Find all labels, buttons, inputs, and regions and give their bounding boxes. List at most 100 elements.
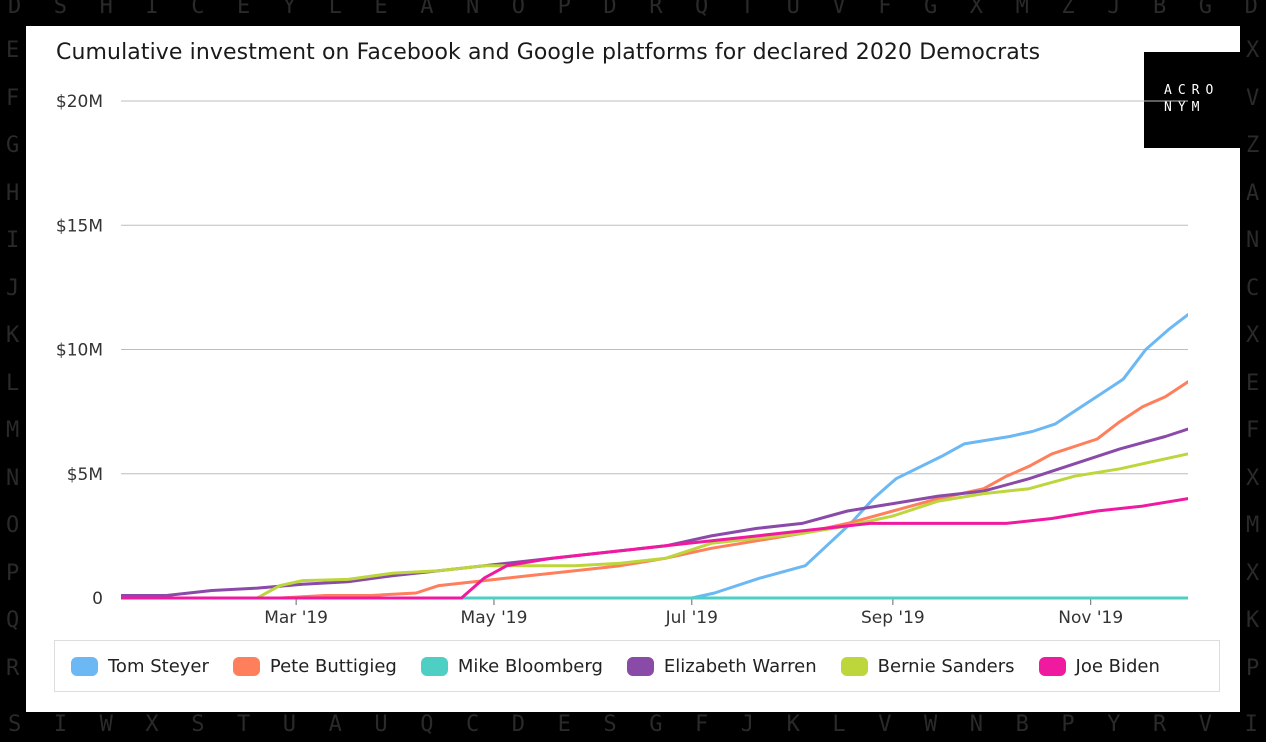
bg-letter-bottom-26: V xyxy=(1198,712,1213,737)
logo-line-2: NYM xyxy=(1164,100,1206,115)
bg-letter-top-4: C xyxy=(191,0,205,19)
bg-letter-right-3: A xyxy=(1246,180,1260,206)
bg-letter-top-6: Y xyxy=(282,0,297,19)
bg-letter-top-12: P xyxy=(557,0,571,19)
legend-label: Tom Steyer xyxy=(108,655,209,677)
bg-letter-top-22: M xyxy=(1015,0,1029,19)
series-line-tom-steyer xyxy=(121,312,1188,600)
bg-letter-top-2: H xyxy=(99,0,113,19)
bg-letter-right-12: K xyxy=(1246,608,1260,633)
bg-letter-top-0: D xyxy=(8,0,22,19)
y-tick-label-1: $5M xyxy=(67,465,103,485)
series-line-mike-bloomberg xyxy=(121,596,1188,600)
bg-letter-bottom-6: U xyxy=(282,712,297,737)
bg-letter-top-18: V xyxy=(832,0,846,19)
legend-swatch xyxy=(840,656,868,676)
legend-swatch xyxy=(232,656,260,676)
bg-letter-top-27: D xyxy=(1244,0,1258,19)
bg-letter-left-7: L xyxy=(6,370,20,396)
bg-letter-bottom-1: I xyxy=(53,712,68,737)
legend-item-tom-steyer: Tom Steyer xyxy=(71,656,209,677)
bg-letter-top-20: G xyxy=(924,0,938,19)
bg-letter-bottom-25: R xyxy=(1153,712,1167,737)
bg-letter-bottom-11: D xyxy=(511,712,526,737)
legend-item-pete-buttigieg: Pete Buttigieg xyxy=(232,656,397,677)
bg-letter-top-21: X xyxy=(969,0,984,19)
y-tick-label-0: 0 xyxy=(92,589,103,609)
bg-letter-bottom-12: E xyxy=(557,712,571,737)
bg-letter-top-25: B xyxy=(1153,0,1167,19)
bg-letter-left-4: I xyxy=(6,228,20,253)
bg-letter-bottom-17: K xyxy=(786,712,800,737)
bg-letter-top-19: F xyxy=(878,0,892,19)
bg-letter-left-0: E xyxy=(6,38,20,63)
bg-letter-right-10: M xyxy=(1246,513,1260,538)
bg-letter-bottom-19: V xyxy=(878,712,892,737)
bg-letter-top-17: U xyxy=(786,0,800,19)
bg-letter-left-10: O xyxy=(6,513,20,538)
y-tick-label-3: $15M xyxy=(56,216,103,236)
bg-letter-bottom-4: S xyxy=(191,712,205,737)
y-tick-label-4: $20M xyxy=(56,92,103,112)
bg-letter-top-11: O xyxy=(511,0,526,19)
bg-letter-bottom-27: I xyxy=(1244,712,1258,737)
x-tick-label-0: Mar '19 xyxy=(264,608,328,628)
bg-letter-left-9: N xyxy=(6,465,20,491)
bg-letter-bottom-0: S xyxy=(8,712,22,737)
legend-item-mike-bloomberg: Mike Bloomberg xyxy=(420,655,603,677)
bg-letter-bottom-24: Y xyxy=(1107,712,1121,737)
bg-letter-left-6: K xyxy=(6,323,20,348)
bg-letter-bottom-8: U xyxy=(374,712,388,737)
bg-letter-bottom-22: B xyxy=(1015,712,1029,737)
acronym-logo: ACRO NYM xyxy=(1144,52,1240,148)
bg-letter-bottom-3: X xyxy=(145,712,159,737)
bg-letter-top-14: R xyxy=(649,0,663,19)
chart-legend: Tom Steyer Pete Buttigieg Mike Bloomberg El… xyxy=(54,640,1220,692)
bg-letter-right-2: Z xyxy=(1246,133,1260,158)
bg-letter-top-3: I xyxy=(145,0,159,19)
bg-letter-top-15: Q xyxy=(695,0,709,19)
bg-letter-right-1: V xyxy=(1246,85,1260,111)
bg-letter-right-4: N xyxy=(1246,228,1260,253)
bg-letter-top-26: G xyxy=(1198,0,1213,19)
legend-label: Mike Bloomberg xyxy=(457,655,603,677)
line-chart: 0 $5M $10M $15M $20M Mar '19 May '19 Jul '19 Sep… xyxy=(56,92,1188,628)
bg-letter-bottom-16: J xyxy=(740,712,755,737)
bg-letter-left-11: P xyxy=(6,560,20,586)
bg-letter-bottom-20: W xyxy=(924,712,938,737)
bg-letter-bottom-13: S xyxy=(603,712,617,737)
bg-letter-top-8: E xyxy=(374,0,388,19)
bg-letter-top-23: Z xyxy=(1061,0,1075,19)
x-tick-label-3: Sep '19 xyxy=(861,608,925,628)
legend-swatch xyxy=(1038,656,1066,676)
bg-letter-left-8: M xyxy=(6,418,20,443)
x-tick-label-4: Nov '19 xyxy=(1058,608,1123,628)
bg-letter-bottom-23: P xyxy=(1061,712,1075,737)
bg-letter-right-9: X xyxy=(1246,465,1260,491)
bg-letter-bottom-9: Q xyxy=(420,712,434,737)
series-line-bernie-sanders xyxy=(121,452,1188,600)
chart-title: Cumulative investment on Facebook and Go… xyxy=(56,40,1041,65)
legend-swatch xyxy=(420,656,448,676)
bg-letter-top-5: E xyxy=(237,0,251,19)
legend-swatch xyxy=(71,656,98,676)
y-tick-label-2: $10M xyxy=(56,341,103,361)
bg-letter-bottom-14: G xyxy=(649,712,663,737)
legend-item-elizabeth-warren: Elizabeth Warren xyxy=(626,656,817,677)
x-tick-label-1: May '19 xyxy=(461,608,528,628)
bg-letter-left-2: G xyxy=(6,133,20,158)
x-tick-label-2: Jul '19 xyxy=(665,608,718,628)
bg-letter-top-16: T xyxy=(740,0,755,19)
bg-letter-bottom-2: W xyxy=(99,712,113,737)
bg-letter-left-3: H xyxy=(6,180,20,206)
series-line-joe-biden xyxy=(121,497,1188,600)
bg-letter-right-8: F xyxy=(1246,418,1260,443)
legend-label: Bernie Sanders xyxy=(877,655,1015,677)
bg-letter-left-13: R xyxy=(6,655,20,681)
bg-letter-bottom-18: L xyxy=(832,712,846,737)
bg-letter-bottom-15: F xyxy=(695,712,709,737)
legend-item-bernie-sanders: Bernie Sanders xyxy=(840,655,1015,677)
bg-letter-left-1: F xyxy=(6,85,20,111)
bg-letter-top-24: J xyxy=(1107,0,1121,19)
bg-letter-top-13: D xyxy=(603,0,617,19)
